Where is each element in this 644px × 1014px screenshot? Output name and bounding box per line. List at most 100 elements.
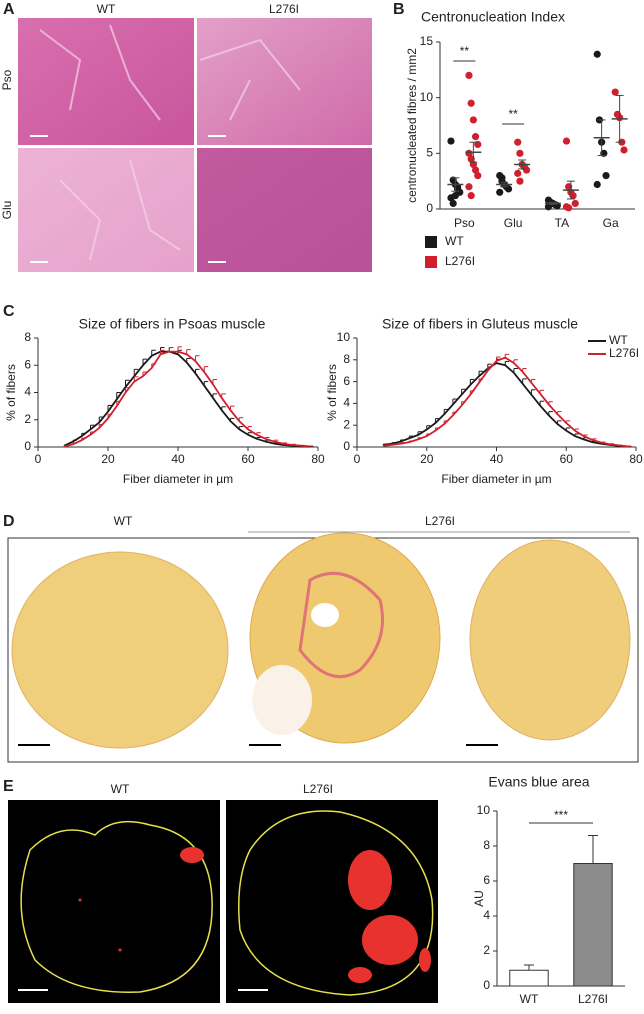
- data-point: [496, 188, 504, 196]
- x-tick-label: 20: [101, 452, 115, 466]
- chart-title: Centronucleation Index: [421, 9, 565, 25]
- column-label: WT: [111, 782, 130, 796]
- column-label: L276I: [425, 514, 455, 528]
- y-tick-label: 10: [420, 90, 434, 104]
- data-point: [522, 166, 531, 174]
- y-axis-label: centronucleated fibres / mm2: [405, 48, 419, 203]
- x-tick-label: 60: [560, 452, 574, 466]
- data-point: [449, 199, 457, 208]
- data-point: [571, 199, 579, 208]
- data-point: [469, 116, 477, 124]
- y-tick-label: 5: [426, 146, 433, 160]
- data-point: [602, 172, 610, 180]
- bar: [573, 863, 613, 987]
- legend-label: L276I: [609, 346, 639, 360]
- y-tick-label: 8: [483, 838, 490, 852]
- column-label: L276I: [303, 782, 333, 796]
- data-point: [514, 138, 522, 146]
- data-point: [620, 146, 628, 154]
- column-label: L276I: [269, 2, 299, 16]
- x-tick-label: 0: [35, 452, 42, 466]
- y-tick-label: 10: [477, 803, 491, 817]
- y-tick-label: 4: [24, 385, 31, 399]
- series-line: [64, 350, 310, 448]
- x-tick-label: 40: [490, 452, 504, 466]
- x-tick-label: 60: [241, 452, 255, 466]
- sirius-red-images: [7, 531, 639, 763]
- y-axis-label: AU: [472, 890, 486, 907]
- data-point: [593, 50, 601, 58]
- bar: [509, 969, 549, 987]
- data-point: [516, 149, 524, 157]
- data-point: [451, 192, 459, 200]
- y-tick-label: 0: [24, 439, 31, 453]
- x-tick-label: Glu: [504, 216, 523, 230]
- histology-images: [18, 18, 372, 272]
- y-tick-label: 8: [24, 330, 31, 344]
- data-point: [498, 174, 506, 182]
- series-line: [383, 356, 628, 448]
- x-tick-label: 20: [420, 452, 434, 466]
- row-label: Pso: [0, 69, 14, 90]
- data-point: [562, 137, 571, 145]
- legend-swatch: [425, 236, 437, 248]
- x-tick-label: L276I: [578, 992, 608, 1006]
- y-tick-label: 0: [343, 439, 350, 453]
- data-point: [593, 180, 601, 189]
- data-point: [465, 183, 473, 191]
- y-tick-label: 10: [337, 330, 351, 344]
- legend-swatch: [425, 256, 437, 268]
- data-point: [565, 204, 573, 212]
- x-tick-label: 80: [311, 452, 325, 466]
- y-axis-label: % of fibers: [325, 364, 339, 421]
- data-point: [471, 166, 480, 174]
- row-label: Glu: [0, 201, 14, 220]
- panel-label: C: [3, 303, 15, 320]
- x-tick-label: 80: [629, 452, 643, 466]
- panel-label: E: [3, 778, 14, 795]
- panel-label: D: [3, 513, 15, 530]
- legend-label: WT: [609, 333, 628, 347]
- significance: ***: [554, 808, 568, 822]
- x-tick-label: TA: [555, 216, 569, 230]
- y-tick-label: 6: [24, 357, 31, 371]
- series-line: [63, 350, 310, 448]
- significance: **: [508, 107, 518, 121]
- data-point: [474, 172, 482, 180]
- legend-label: WT: [445, 234, 464, 248]
- x-tick-label: Pso: [454, 216, 475, 230]
- chart-title: Size of fibers in Gluteus muscle: [382, 316, 578, 332]
- x-axis-label: Fiber diameter in µm: [441, 472, 551, 486]
- chart-title: Size of fibers in Psoas muscle: [79, 316, 266, 332]
- x-tick-label: Ga: [603, 216, 619, 230]
- evans-blue-images: [8, 800, 438, 1003]
- x-tick-label: WT: [520, 992, 539, 1006]
- column-label: WT: [114, 514, 133, 528]
- y-tick-label: 15: [420, 34, 434, 48]
- data-point: [514, 169, 522, 177]
- data-point: [611, 88, 619, 96]
- y-tick-label: 2: [24, 412, 31, 426]
- y-tick-label: 2: [483, 943, 490, 957]
- data-point: [467, 99, 475, 107]
- x-axis-label: Fiber diameter in µm: [123, 472, 233, 486]
- y-tick-label: 8: [343, 352, 350, 366]
- y-tick-label: 0: [426, 201, 433, 215]
- y-axis-label: % of fibers: [4, 364, 18, 421]
- y-tick-label: 6: [343, 374, 350, 388]
- data-point: [447, 137, 455, 145]
- column-label: WT: [97, 2, 116, 16]
- y-tick-label: 6: [483, 873, 490, 887]
- series-line: [383, 362, 628, 448]
- x-tick-label: 0: [354, 452, 361, 466]
- chart-title: Evans blue area: [488, 774, 589, 790]
- legend-label: L276I: [445, 254, 475, 268]
- data-point: [471, 133, 480, 141]
- significance: **: [460, 44, 470, 58]
- y-tick-label: 2: [343, 417, 350, 431]
- x-tick-label: 40: [171, 452, 185, 466]
- y-tick-label: 4: [343, 396, 350, 410]
- data-point: [465, 71, 473, 79]
